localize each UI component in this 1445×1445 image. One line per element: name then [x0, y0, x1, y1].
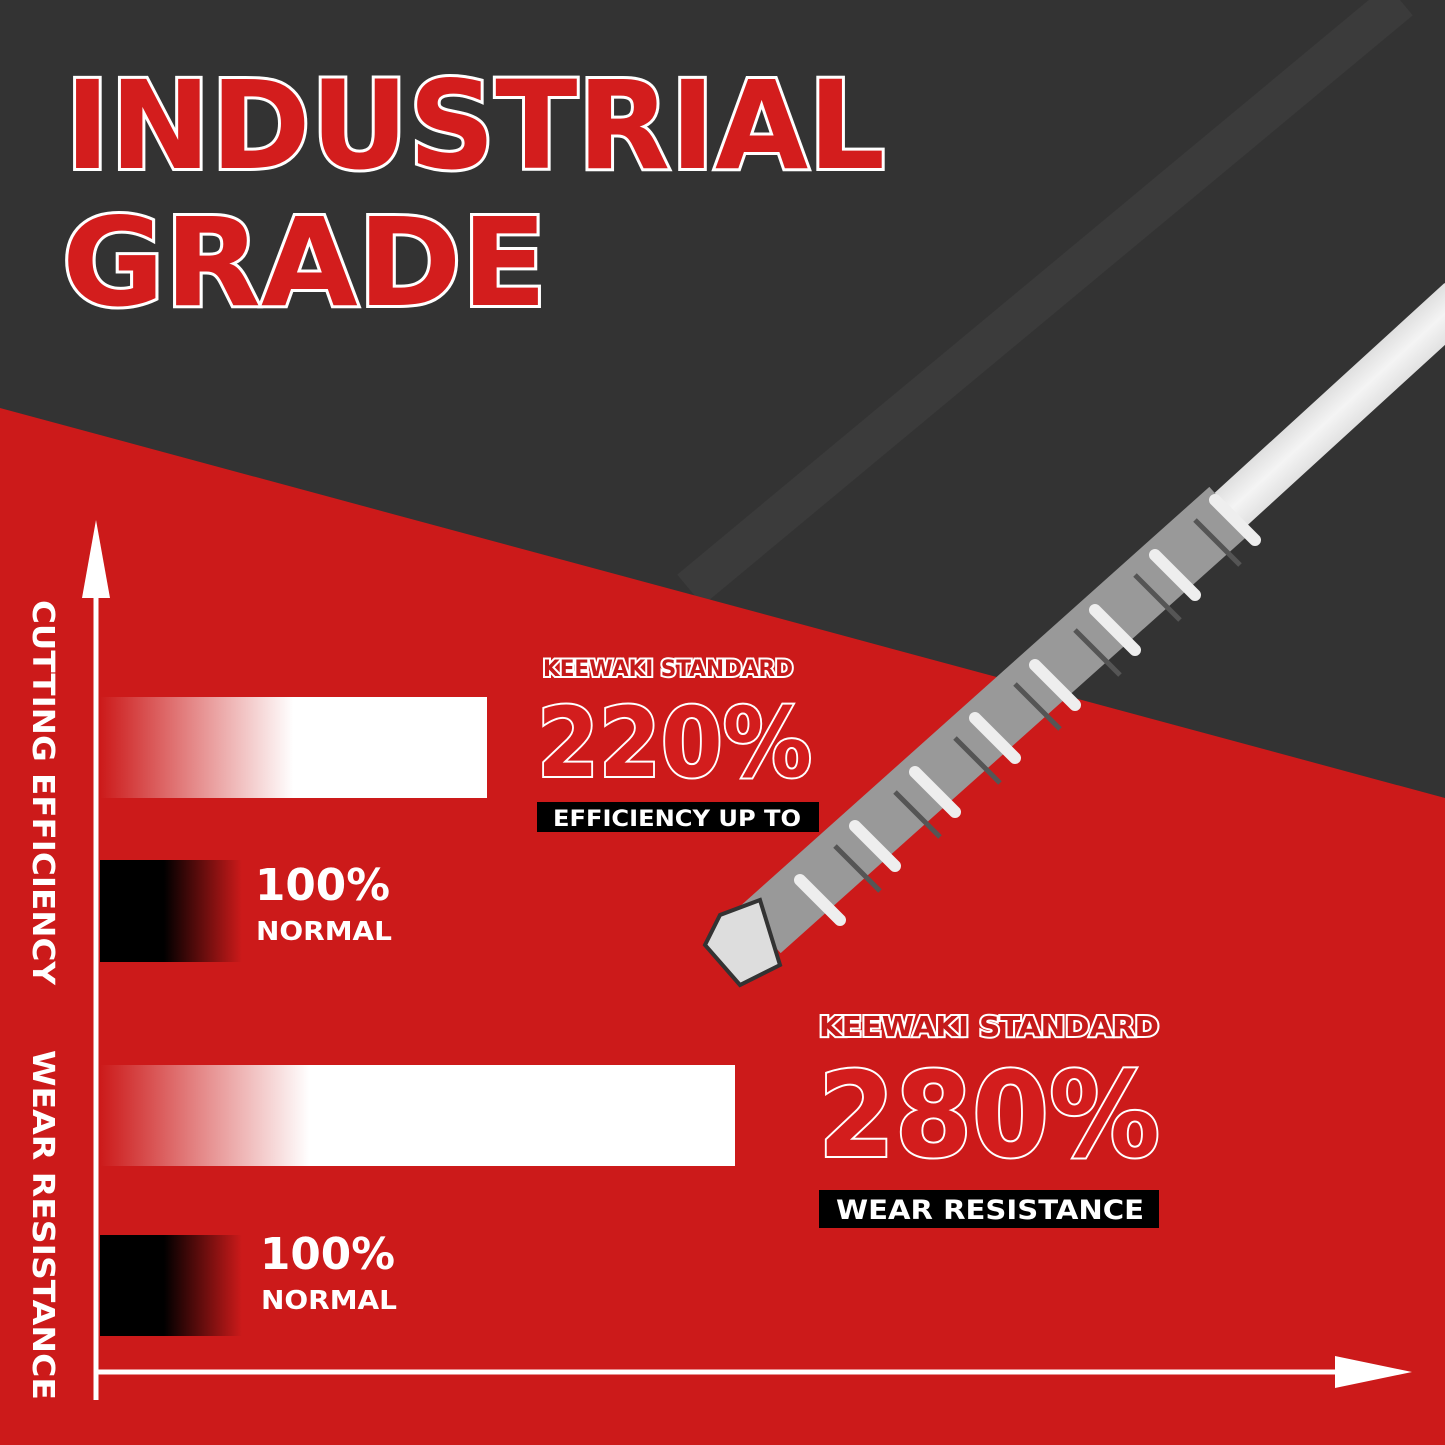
title-line-2: GRADE — [62, 192, 547, 334]
axis-label-cutting-efficiency: CUTTING EFFICIENCY — [25, 600, 60, 986]
wear-value: 280% — [818, 1046, 1160, 1184]
efficiency-caption: EFFICIENCY UP TO — [553, 807, 801, 832]
bar-normal-wear — [100, 1235, 242, 1336]
title-line-1: INDUSTRIAL — [65, 55, 885, 197]
normal-wear-label: NORMAL — [261, 1286, 397, 1316]
efficiency-caption-box — [537, 802, 819, 832]
x-axis-arrow-icon — [1335, 1356, 1412, 1388]
bar-keewaki-wear — [100, 1065, 735, 1166]
drill-bit-image — [702, 283, 1445, 988]
drill-shadow — [677, 0, 1413, 606]
axis-label-wear-resistance: WEAR RESISTANCE — [25, 1050, 60, 1400]
normal-wear-value: 100% — [260, 1229, 395, 1280]
normal-efficiency-label: NORMAL — [256, 917, 392, 947]
efficiency-value: 220% — [537, 687, 812, 799]
efficiency-brand: KEEWAKI STANDARD — [543, 657, 793, 682]
wear-caption-box — [819, 1190, 1159, 1228]
bar-normal-efficiency — [100, 860, 242, 962]
axes — [82, 520, 1412, 1400]
normal-efficiency-value: 100% — [255, 860, 390, 911]
wear-brand: KEEWAKI STANDARD — [819, 1010, 1159, 1043]
bar-keewaki-efficiency — [100, 697, 487, 798]
wear-caption: WEAR RESISTANCE — [836, 1195, 1144, 1226]
y-axis-arrow-icon — [82, 520, 110, 598]
